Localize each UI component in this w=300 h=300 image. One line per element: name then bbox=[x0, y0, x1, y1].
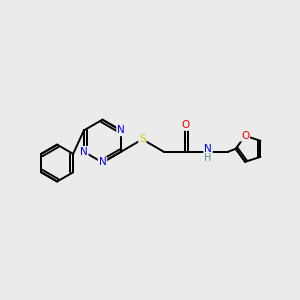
Text: N: N bbox=[117, 125, 125, 135]
Text: N: N bbox=[99, 158, 106, 167]
Text: N: N bbox=[204, 144, 212, 154]
Text: H: H bbox=[204, 153, 212, 163]
Text: S: S bbox=[139, 134, 146, 144]
Text: N: N bbox=[80, 147, 88, 157]
Text: O: O bbox=[241, 131, 249, 141]
Text: O: O bbox=[181, 120, 189, 130]
